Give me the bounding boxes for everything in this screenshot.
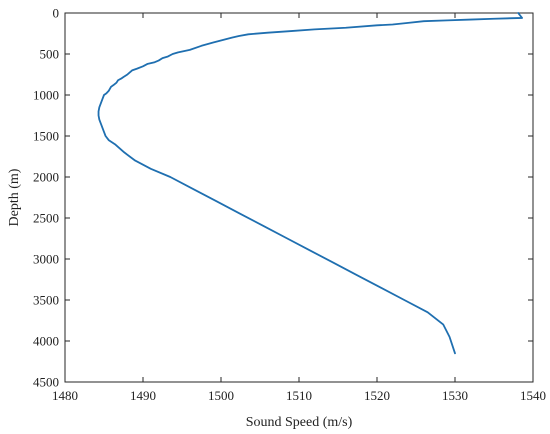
y-tick-label: 3500 bbox=[33, 293, 59, 308]
x-tick-label: 1540 bbox=[520, 388, 546, 403]
y-tick-label: 2000 bbox=[33, 170, 59, 185]
y-tick-label: 2500 bbox=[33, 211, 59, 226]
x-axis-title: Sound Speed (m/s) bbox=[246, 415, 353, 430]
y-tick-label: 3000 bbox=[33, 252, 59, 267]
ticks-layer: 1480 1490 1500 1510 1520 1530 1540 0 500 1000 1500… bbox=[33, 6, 546, 404]
plot-frame bbox=[64, 12, 534, 383]
y-tick-label: 0 bbox=[53, 6, 60, 21]
y-tick-label: 1500 bbox=[33, 129, 59, 144]
y-tick-label: 1000 bbox=[33, 88, 59, 103]
y-axis-title: Depth (m) bbox=[7, 168, 22, 226]
y-tick-label: 500 bbox=[40, 47, 60, 62]
x-tick-label: 1500 bbox=[208, 388, 234, 403]
x-tick-label: 1510 bbox=[286, 388, 312, 403]
x-tick-label: 1520 bbox=[364, 388, 390, 403]
x-tick-label: 1530 bbox=[442, 388, 468, 403]
x-tick-label: 1480 bbox=[52, 388, 78, 403]
line-layer bbox=[97, 12, 523, 355]
x-tick-label: 1490 bbox=[130, 388, 156, 403]
y-tick-label: 4500 bbox=[33, 375, 59, 390]
y-tick-label: 4000 bbox=[33, 334, 59, 349]
sound-speed-series-line bbox=[97, 12, 523, 355]
